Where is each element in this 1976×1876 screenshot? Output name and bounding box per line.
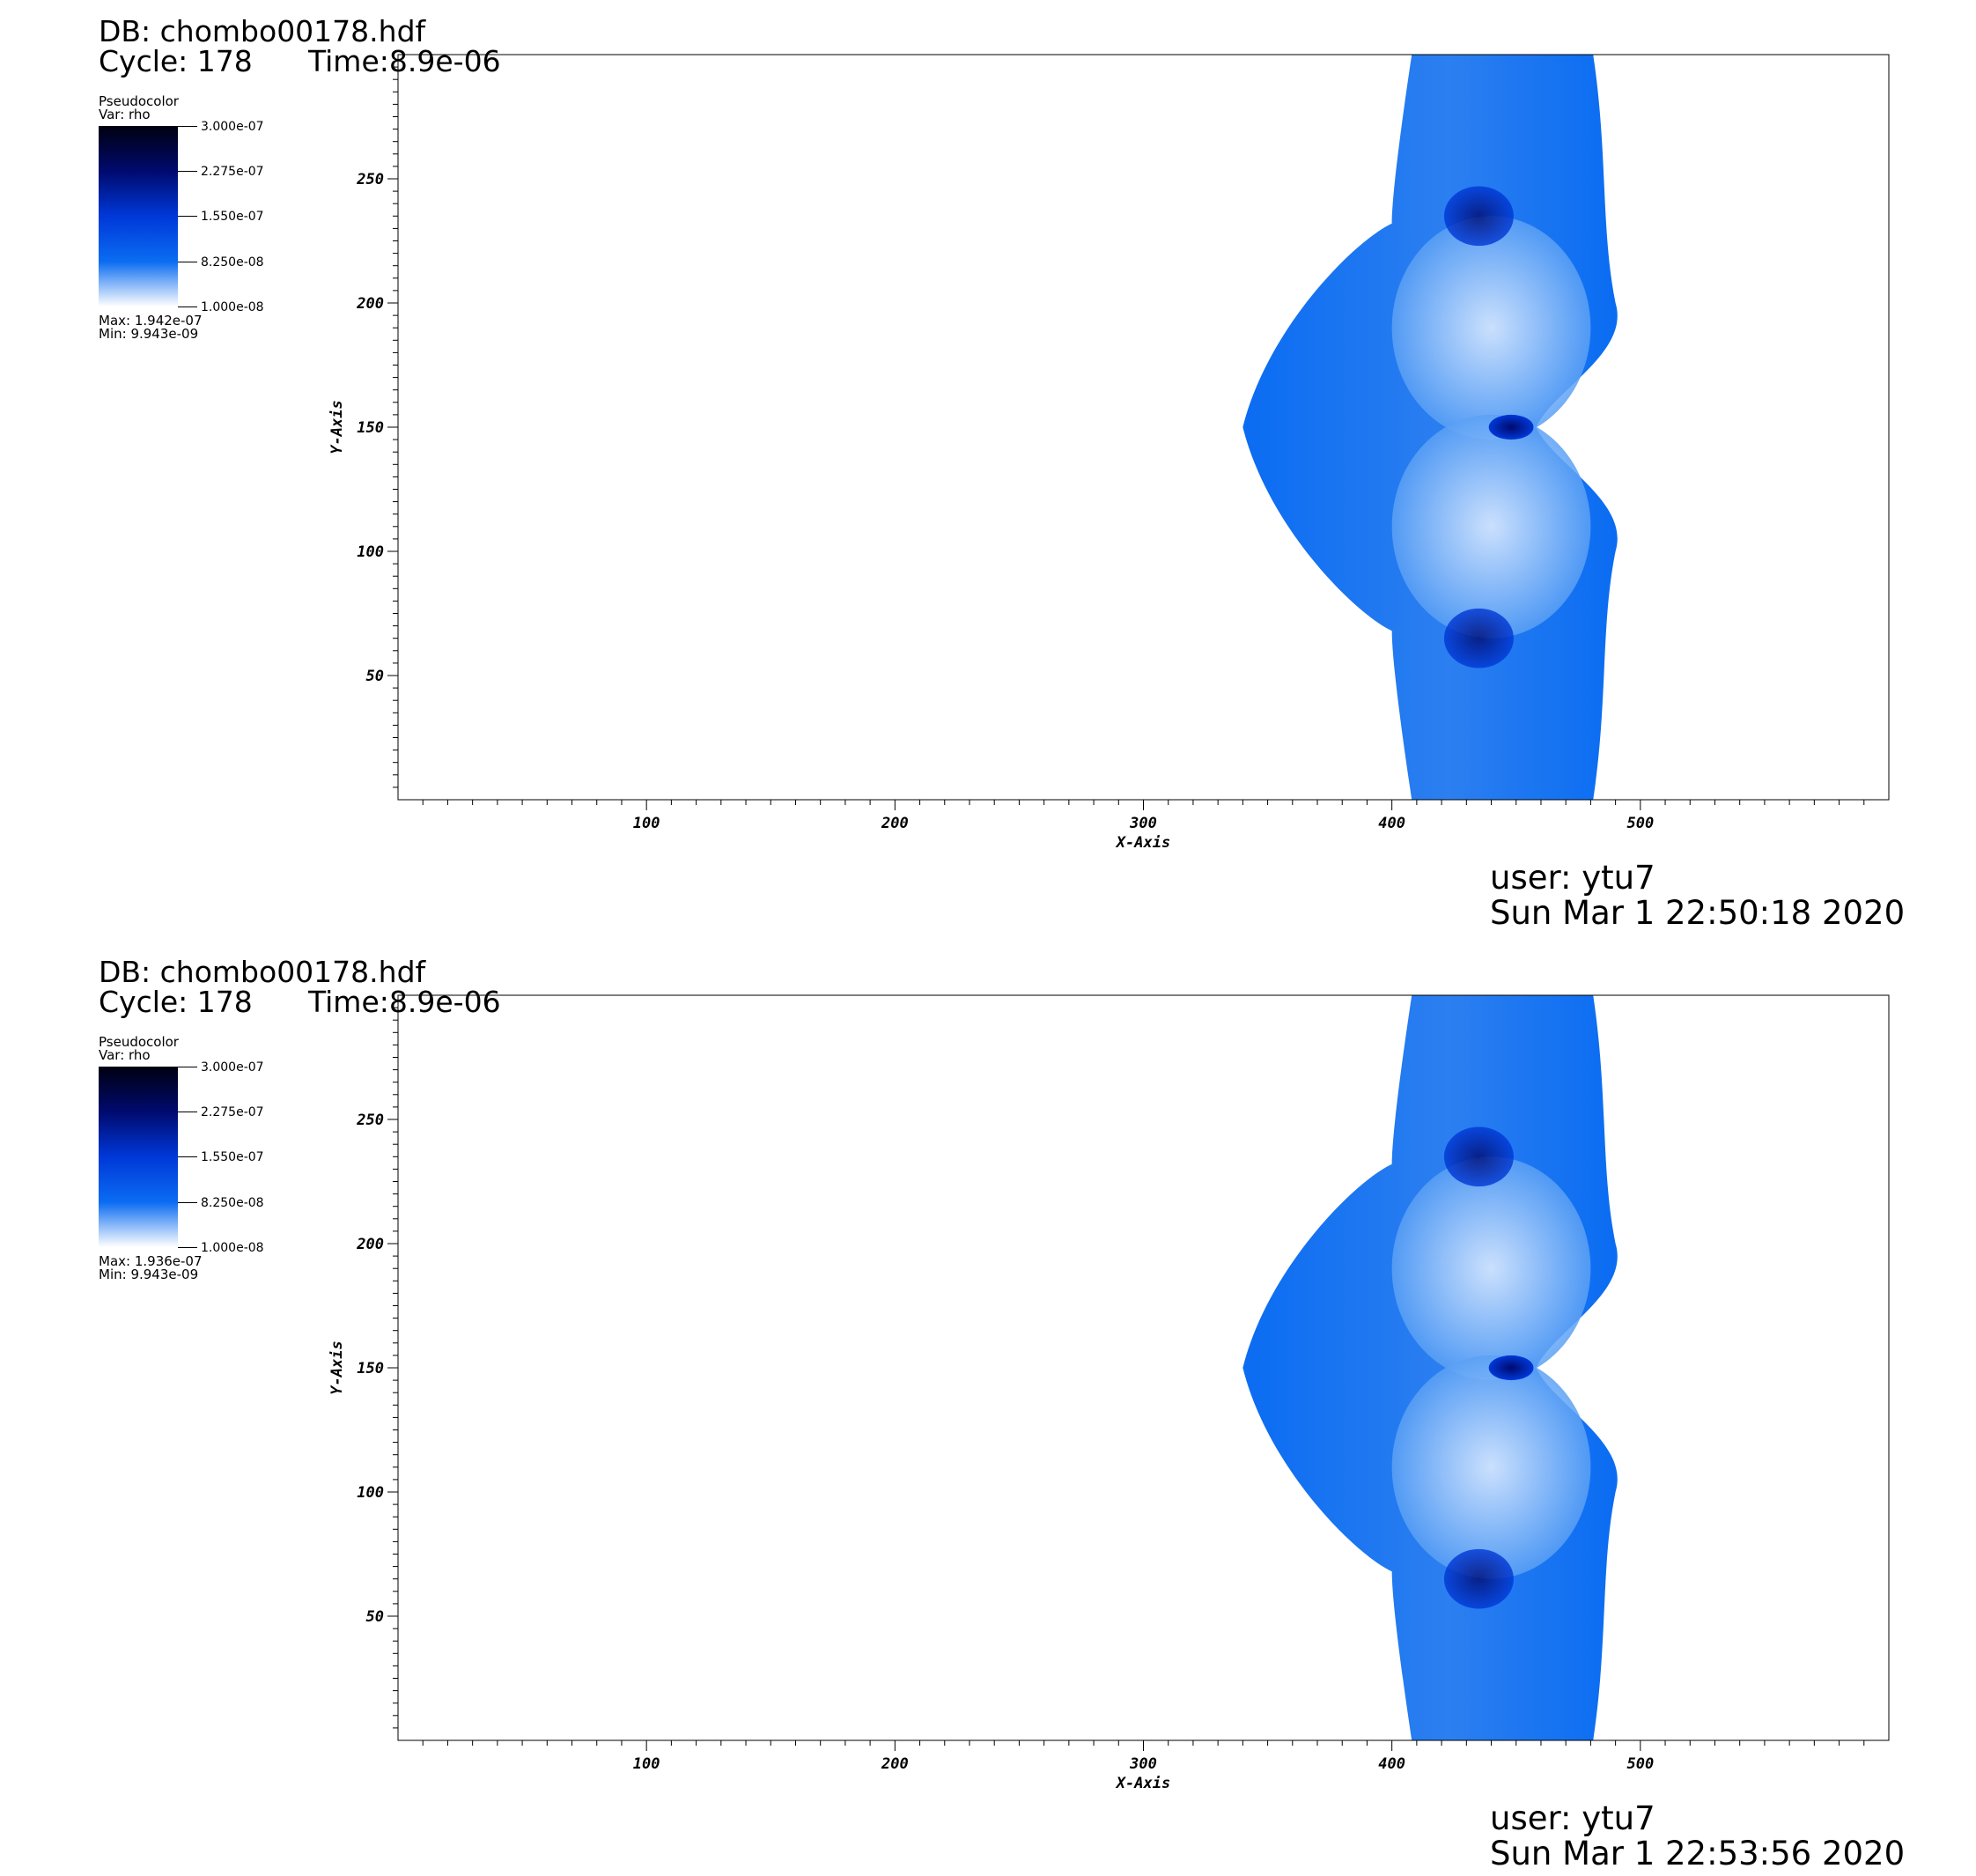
x-tick-label: 400 (1378, 1755, 1405, 1773)
date-label: Sun Mar 1 22:50:18 2020 (1490, 894, 1906, 932)
y-tick-label: 100 (357, 1484, 384, 1502)
visit-panel-2: DB: chombo00178.hdf Cycle: 178 Time:8.9e… (0, 941, 1976, 1876)
flow-region (1242, 55, 1618, 800)
y-tick-label: 50 (366, 1608, 384, 1626)
legend-plot-type: Pseudocolor (99, 1034, 179, 1050)
colorbar-tick-label: 1.550e-07 (201, 210, 264, 224)
x-axis-title: X-Axis (1115, 1775, 1170, 1792)
y-tick-label: 200 (356, 295, 384, 313)
date-label: Sun Mar 1 22:53:56 2020 (1490, 1835, 1906, 1872)
upper-vortex (1443, 1126, 1514, 1187)
colorbar-tick (178, 1156, 197, 1157)
x-tick-label: 400 (1378, 815, 1405, 832)
lower-vortex (1443, 1548, 1514, 1609)
colorbar-tick-label: 3.000e-07 (201, 120, 264, 134)
colorbar-tick-label: 1.000e-08 (201, 1241, 264, 1255)
user-label: user: ytu7 (1490, 859, 1655, 897)
colorbar (99, 1067, 178, 1247)
legend-plot-type: Pseudocolor (99, 93, 179, 109)
legend-var: Var: rho (99, 107, 151, 122)
colorbar-tick (178, 1247, 197, 1248)
colorbar-tick-label: 2.275e-07 (201, 165, 264, 179)
plot-area: 100 200 300 400 500 50 100 150 200 250 X-Axis Y-Axi… (328, 54, 1890, 852)
time-label: Time:8.9e-06 (308, 985, 501, 1019)
time-label: Time:8.9e-06 (308, 44, 501, 78)
y-tick-label: 150 (357, 1360, 384, 1377)
legend-max: Max: 1.942e-07 (99, 313, 203, 329)
y-axis-title: Y-Axis (328, 1341, 346, 1394)
x-tick-label: 500 (1626, 1755, 1654, 1773)
legend-min: Min: 9.943e-09 (99, 1267, 199, 1282)
x-tick-label: 100 (633, 1755, 660, 1773)
density-field (1242, 55, 1618, 800)
colorbar-tick-label: 1.550e-07 (201, 1150, 264, 1164)
y-tick-label: 200 (356, 1236, 384, 1253)
center-vortex (1488, 1355, 1534, 1381)
legend-max: Max: 1.936e-07 (99, 1253, 203, 1269)
db-filename: DB: chombo00178.hdf (99, 955, 426, 989)
legend-var: Var: rho (99, 1047, 151, 1063)
x-tick-label: 100 (633, 815, 660, 832)
cycle-label: Cycle: 178 (99, 44, 253, 78)
upper-lobe (1391, 1156, 1591, 1381)
cycle-label: Cycle: 178 (99, 985, 253, 1019)
lower-vortex (1443, 608, 1514, 668)
plot-area: 100 200 300 400 500 50 100 150 200 250 X-Axis Y-Axi… (328, 994, 1890, 1792)
center-vortex (1488, 414, 1534, 440)
lower-lobe (1391, 414, 1591, 639)
colorbar-tick (178, 216, 197, 217)
x-tick-label: 200 (881, 1755, 909, 1773)
colorbar-tick-label: 3.000e-07 (201, 1060, 264, 1075)
colorbar-tick-label: 1.000e-08 (201, 300, 264, 314)
visit-panel-1: DB: chombo00178.hdf Cycle: 178 Time:8.9e… (0, 0, 1976, 935)
plot-frame (397, 994, 1890, 1741)
user-label: user: ytu7 (1490, 1799, 1655, 1837)
x-axis-title: X-Axis (1115, 834, 1170, 852)
lower-lobe (1391, 1355, 1591, 1579)
colorbar-tick-label: 8.250e-08 (201, 255, 264, 270)
flow-region (1242, 995, 1618, 1740)
y-tick-label: 100 (357, 543, 384, 561)
colorbar-tick (178, 126, 197, 127)
colorbar-tick (178, 171, 197, 172)
x-tick-label: 300 (1129, 1755, 1157, 1773)
db-filename: DB: chombo00178.hdf (99, 14, 426, 48)
colorbar-tick (178, 1202, 197, 1203)
colorbar-tick-label: 2.275e-07 (201, 1105, 264, 1119)
legend-min: Min: 9.943e-09 (99, 326, 199, 342)
colorbar-tick-label: 8.250e-08 (201, 1196, 264, 1210)
upper-lobe (1391, 216, 1591, 440)
y-tick-label: 150 (357, 419, 384, 437)
density-field (1242, 995, 1618, 1740)
colorbar (99, 126, 178, 307)
y-tick-label: 250 (356, 1112, 384, 1129)
y-tick-label: 250 (356, 171, 384, 188)
y-axis-title: Y-Axis (328, 400, 346, 454)
plot-frame (397, 54, 1890, 801)
x-tick-label: 200 (881, 815, 909, 832)
upper-vortex (1443, 186, 1514, 247)
x-tick-label: 500 (1626, 815, 1654, 832)
y-tick-label: 50 (366, 668, 384, 685)
x-tick-label: 300 (1129, 815, 1157, 832)
